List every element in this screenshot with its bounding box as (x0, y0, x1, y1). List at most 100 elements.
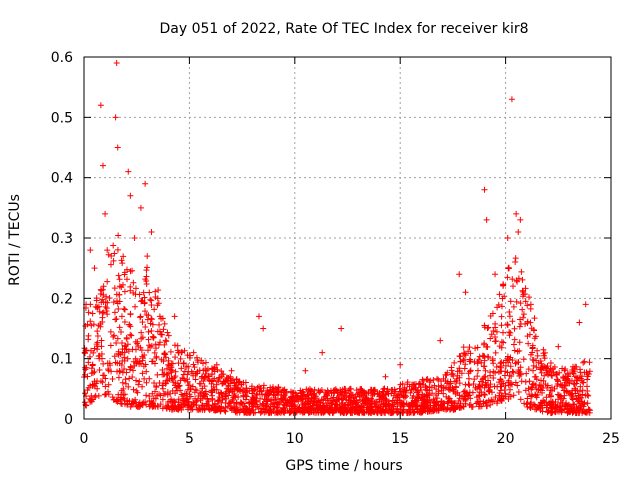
roti-point-cloud (119, 281, 126, 288)
roti-point-cloud (157, 339, 164, 346)
roti-point-cloud (558, 395, 565, 402)
roti-point-cloud (267, 403, 274, 410)
roti-point-cloud (124, 355, 131, 362)
roti-point-cloud (124, 276, 131, 283)
roti-point-cloud (132, 285, 139, 292)
roti-point-cloud (408, 386, 415, 393)
roti-point-cloud (110, 333, 117, 340)
roti-point-cloud (158, 356, 165, 363)
roti-point-cloud (114, 246, 121, 253)
roti-point-cloud (507, 380, 514, 387)
roti-point-cloud (584, 400, 591, 407)
roti-point-cloud (170, 403, 177, 410)
roti-point-cloud (469, 389, 476, 396)
roti-point-cloud (315, 398, 322, 405)
roti-point-cloud (558, 409, 565, 416)
roti-point-cloud (191, 364, 198, 371)
roti-point (319, 349, 326, 356)
roti-point (87, 247, 94, 254)
roti-point-cloud (94, 346, 101, 353)
x-tick-label: 10 (286, 431, 304, 447)
roti-point-cloud (492, 394, 499, 401)
roti-point-cloud (258, 387, 265, 394)
roti-point-cloud (170, 379, 177, 386)
roti-point-cloud (519, 306, 526, 313)
roti-point-cloud (120, 391, 127, 398)
roti-point-cloud (467, 358, 474, 365)
roti-point-cloud (229, 386, 236, 393)
roti-point-cloud (139, 319, 146, 326)
roti-point-cloud (111, 250, 118, 257)
roti-point-cloud (462, 361, 469, 368)
roti-point-cloud (513, 359, 520, 366)
roti-point-cloud (328, 400, 335, 407)
roti-point-cloud (553, 370, 560, 377)
roti-point-cloud (135, 381, 142, 388)
roti-point-cloud (398, 391, 405, 398)
roti-point-cloud (576, 406, 583, 413)
roti-point-cloud (289, 389, 296, 396)
roti-point-cloud (498, 313, 505, 320)
roti-point-cloud (422, 383, 429, 390)
roti-point-cloud (512, 255, 519, 262)
roti-point-cloud (520, 356, 527, 363)
roti-point-cloud (150, 334, 157, 341)
roti-point-cloud (280, 393, 287, 400)
roti-point-cloud (219, 396, 226, 403)
roti-point-cloud (99, 379, 106, 386)
roti-point-cloud (554, 376, 561, 383)
roti-point-cloud (476, 401, 483, 408)
roti-point-cloud (184, 371, 191, 378)
roti-point-cloud (208, 387, 215, 394)
roti-point-cloud (544, 382, 551, 389)
roti-point-cloud (177, 377, 184, 384)
roti-point (382, 373, 389, 380)
roti-point-cloud (429, 390, 436, 397)
roti-point-cloud (161, 320, 168, 327)
roti-point-cloud (507, 393, 514, 400)
roti-point-cloud (218, 390, 225, 397)
roti-point-cloud (584, 388, 591, 395)
roti-point-cloud (310, 399, 317, 406)
roti-point-cloud (422, 408, 429, 415)
roti-point-cloud (577, 383, 584, 390)
roti-point-cloud (157, 401, 164, 408)
roti-point (171, 313, 178, 320)
roti-point-cloud (543, 367, 550, 374)
roti-point-cloud (149, 358, 156, 365)
roti-point-cloud (517, 364, 524, 371)
roti-point-cloud (359, 398, 366, 405)
roti-point-cloud (270, 408, 277, 415)
roti-point-cloud (341, 392, 348, 399)
roti-point-cloud (302, 408, 309, 415)
roti-point-cloud (505, 379, 512, 386)
roti-point-cloud (499, 392, 506, 399)
roti-point-cloud (525, 366, 532, 373)
roti-point-cloud (482, 367, 489, 374)
roti-point-cloud (259, 400, 266, 407)
roti-point (397, 361, 404, 368)
roti-point-cloud (353, 397, 360, 404)
roti-point-cloud (185, 382, 192, 389)
roti-point-cloud (137, 360, 144, 367)
roti-point-cloud (499, 295, 506, 302)
roti-point-cloud (363, 395, 370, 402)
roti-point-cloud (452, 383, 459, 390)
roti-point-cloud (273, 388, 280, 395)
roti-point-cloud (142, 324, 149, 331)
roti-point-cloud (349, 391, 356, 398)
roti-point-cloud (130, 398, 137, 405)
roti-point-cloud (504, 322, 511, 329)
roti-point-cloud (230, 404, 237, 411)
roti-point-cloud (167, 348, 174, 355)
roti-point-cloud (127, 323, 134, 330)
roti-point-cloud (121, 288, 128, 295)
roti-point-cloud (296, 404, 303, 411)
roti-point-cloud (194, 359, 201, 366)
roti-point-cloud (340, 395, 347, 402)
roti-point-cloud (242, 392, 249, 399)
roti-point-cloud (129, 346, 136, 353)
roti-point-cloud (110, 257, 117, 264)
roti-point-cloud (521, 290, 528, 297)
roti-point-cloud (524, 395, 531, 402)
